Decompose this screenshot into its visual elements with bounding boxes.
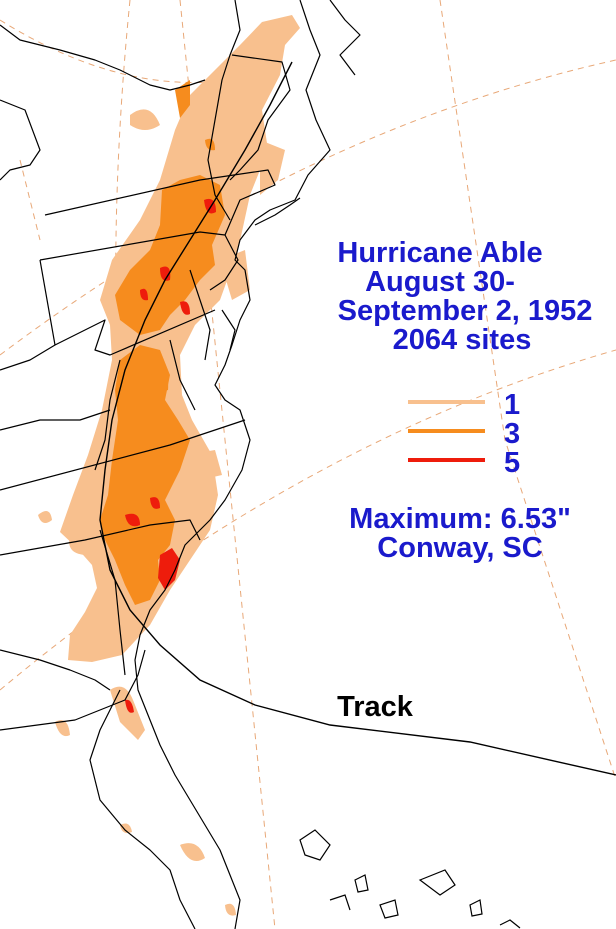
map-title-line-1: Hurricane Able: [337, 237, 542, 269]
legend-label-5: 5: [504, 447, 520, 479]
track-label: Track: [337, 691, 414, 723]
map-title-line-4: 2064 sites: [393, 324, 532, 356]
coastlines: [0, 0, 361, 929]
legend-label-3: 3: [504, 418, 520, 450]
map-title-line-2: August 30-: [365, 266, 515, 298]
legend: 1 3 5: [408, 389, 520, 479]
rainfall-5in-contours: [125, 198, 216, 713]
map-title-line-3: September 2, 1952: [338, 295, 593, 327]
legend-label-1: 1: [504, 389, 520, 421]
hurricane-track: [99, 61, 616, 776]
maximum-value: Maximum: 6.53": [349, 503, 571, 535]
bahamas-islands: [299, 829, 521, 929]
maximum-location: Conway, SC: [377, 532, 542, 564]
